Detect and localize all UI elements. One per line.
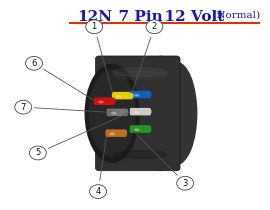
Circle shape [177,176,194,190]
Ellipse shape [123,131,126,135]
Ellipse shape [113,68,167,76]
Ellipse shape [134,129,139,130]
FancyBboxPatch shape [96,56,180,171]
Ellipse shape [148,110,151,114]
Circle shape [90,185,106,198]
FancyBboxPatch shape [130,108,151,116]
Circle shape [26,56,42,70]
Circle shape [146,20,163,34]
Ellipse shape [112,112,116,114]
FancyBboxPatch shape [107,109,128,116]
FancyBboxPatch shape [106,129,126,137]
Ellipse shape [117,96,121,97]
Ellipse shape [113,151,167,158]
Ellipse shape [113,71,167,80]
Ellipse shape [156,62,197,164]
Circle shape [29,146,46,160]
Ellipse shape [134,94,139,96]
Ellipse shape [148,92,151,97]
Circle shape [15,100,32,114]
Ellipse shape [134,112,139,113]
Ellipse shape [99,101,103,103]
Ellipse shape [109,110,113,114]
Ellipse shape [141,56,180,170]
Ellipse shape [89,71,135,156]
FancyBboxPatch shape [130,91,151,98]
Text: 5: 5 [35,148,40,158]
Text: (Normal): (Normal) [210,10,261,19]
Ellipse shape [148,127,151,131]
Text: 12 Volt: 12 Volt [154,10,225,24]
Text: 1: 1 [92,22,97,31]
FancyBboxPatch shape [130,125,151,133]
Text: 4: 4 [95,187,101,196]
Text: 3: 3 [183,179,188,188]
Ellipse shape [125,110,128,114]
Ellipse shape [85,64,139,162]
Text: 12N: 12N [77,10,113,24]
FancyBboxPatch shape [94,97,115,105]
Text: 7: 7 [21,103,26,112]
Ellipse shape [130,93,133,98]
FancyBboxPatch shape [112,92,133,99]
Ellipse shape [112,99,115,103]
Text: 7 Pin: 7 Pin [108,10,163,24]
Text: 6: 6 [31,59,37,68]
Ellipse shape [110,133,115,135]
Text: 2: 2 [152,22,157,31]
Circle shape [86,20,103,34]
